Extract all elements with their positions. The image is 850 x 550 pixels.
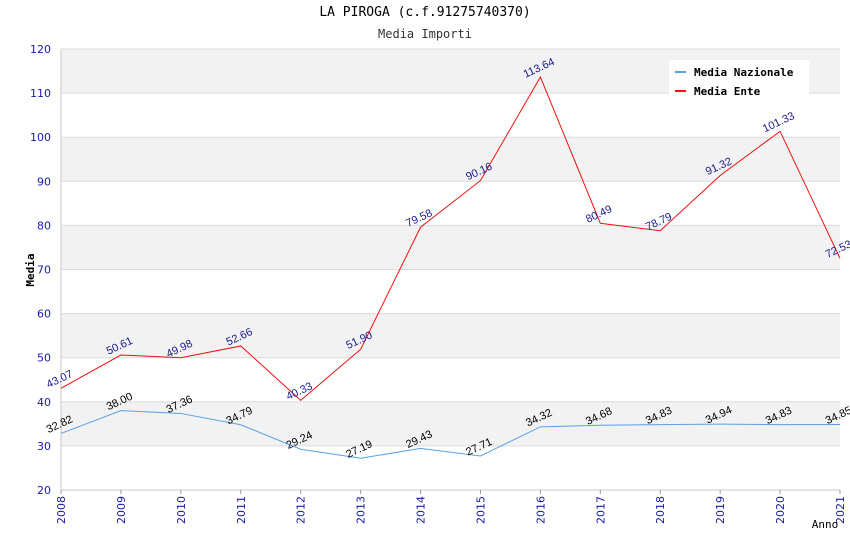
x-tick-label: 2008 (55, 496, 68, 524)
y-tick-label: 30 (37, 440, 51, 453)
x-axis-ticks: 2008 2009 2010 2011 2012 2013 2014 2015 2016 2017… (55, 490, 847, 524)
plot-band (61, 313, 840, 358)
series-line-media-ente (60, 75, 841, 402)
y-tick-label: 90 (37, 175, 51, 188)
y-tick-label: 40 (37, 396, 51, 409)
grid-lines (60, 48, 840, 491)
x-tick-label: 2021 (834, 496, 847, 524)
legend-entry: Media Ente (694, 85, 761, 98)
chart-title: LA PIROGA (c.f.91275740370) (319, 5, 531, 20)
y-tick-label: 50 (37, 352, 51, 365)
x-tick-label: 2013 (355, 496, 368, 524)
x-tick-label: 2012 (295, 496, 308, 524)
legend: Media Nazionale Media Ente (669, 60, 809, 100)
x-tick-label: 2018 (654, 496, 667, 524)
y-tick-label: 110 (30, 87, 51, 100)
series-line-media-nazionale (60, 410, 841, 459)
legend-entry: Media Nazionale (694, 66, 794, 79)
series-lines (60, 75, 841, 459)
plot-band (61, 137, 840, 182)
legend-box (669, 60, 809, 100)
x-tick-label: 2011 (235, 496, 248, 524)
x-tick-label: 2009 (115, 496, 128, 524)
plot-band (61, 357, 840, 402)
plot-band (61, 93, 840, 138)
x-tick-label: 2016 (534, 496, 547, 524)
y-tick-label: 20 (37, 484, 51, 497)
x-tick-label: 2014 (415, 496, 428, 524)
plot-band (61, 445, 840, 490)
y-tick-label: 60 (37, 308, 51, 321)
x-tick-label: 2019 (714, 496, 727, 524)
x-tick-label: 2020 (774, 496, 787, 524)
y-tick-label: 70 (37, 264, 51, 277)
y-tick-label: 100 (30, 131, 51, 144)
chart-subtitle: Media Importi (378, 27, 472, 41)
x-tick-label: 2017 (594, 496, 607, 524)
plot-band (61, 269, 840, 314)
plot-band (61, 225, 840, 270)
x-axis-title: Anno (812, 518, 839, 531)
y-axis-ticks: 20 30 40 50 60 70 80 90 100 110 120 (30, 43, 51, 497)
x-tick-label: 2010 (175, 496, 188, 524)
y-tick-label: 80 (37, 219, 51, 232)
x-tick-label: 2015 (474, 496, 487, 524)
y-tick-label: 120 (30, 43, 51, 56)
y-axis-title: Media (24, 253, 37, 286)
